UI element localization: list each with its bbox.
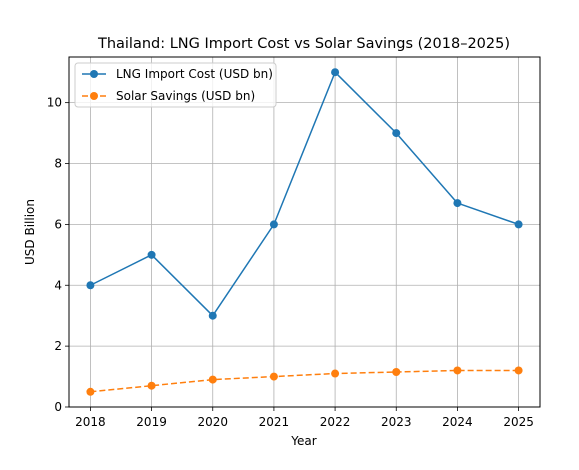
- chart-title: Thailand: LNG Import Cost vs Solar Savin…: [97, 36, 510, 52]
- x-tick-label: 2019: [136, 415, 167, 429]
- data-point: [147, 250, 156, 259]
- data-point: [392, 368, 401, 376]
- data-point: [86, 281, 95, 290]
- data-point: [331, 68, 340, 77]
- data-point: [208, 311, 217, 320]
- y-tick-label: 8: [54, 157, 62, 171]
- x-tick-label: 2022: [320, 415, 351, 429]
- grid: [69, 57, 540, 408]
- y-tick-label: 6: [54, 217, 62, 231]
- y-tick-label: 0: [54, 400, 62, 414]
- plot-frame: [68, 56, 541, 408]
- data-point: [147, 381, 156, 390]
- series-lng-import-cost: [86, 68, 523, 320]
- legend-entries: LNG Import Cost (USD bn) Solar Savings (U…: [82, 67, 273, 103]
- data-point: [86, 387, 95, 396]
- series-line: [90, 369, 519, 393]
- x-tick-label: 2018: [75, 415, 106, 429]
- series-layer: [86, 68, 523, 396]
- data-point: [453, 366, 462, 375]
- x-axis: 2018 2019 2020 2021 2022 2023 2024 2025: [75, 407, 534, 429]
- y-tick-label: 2: [54, 339, 62, 353]
- y-tick-label: 10: [47, 96, 62, 110]
- series-solar-savings: [86, 366, 523, 396]
- legend: LNG Import Cost (USD bn) Solar Savings (U…: [74, 62, 277, 108]
- legend-marker: [90, 92, 98, 100]
- x-tick-label: 2025: [503, 415, 534, 429]
- x-axis-label: Year: [290, 434, 316, 448]
- x-tick-label: 2021: [259, 415, 290, 429]
- legend-entry: LNG Import Cost (USD bn): [82, 67, 273, 81]
- data-point: [453, 199, 462, 208]
- data-point: [269, 372, 278, 381]
- data-point: [392, 129, 401, 138]
- legend-marker: [90, 70, 98, 78]
- data-point: [269, 220, 278, 229]
- legend-label: LNG Import Cost (USD bn): [116, 67, 273, 81]
- data-point: [514, 366, 523, 375]
- y-axis-label: USD Billion: [23, 199, 37, 265]
- x-tick-label: 2020: [197, 415, 228, 429]
- data-point: [331, 369, 340, 378]
- legend-box: [74, 62, 277, 108]
- y-axis: 0 2 4 6 8 10: [47, 96, 69, 414]
- legend-label: Solar Savings (USD bn): [116, 89, 255, 103]
- x-tick-label: 2024: [442, 415, 473, 429]
- series-line: [90, 71, 519, 317]
- x-tick-label: 2023: [381, 415, 412, 429]
- data-point: [514, 220, 523, 229]
- data-point: [208, 375, 217, 384]
- y-tick-label: 4: [54, 278, 62, 292]
- legend-entry: Solar Savings (USD bn): [82, 89, 255, 103]
